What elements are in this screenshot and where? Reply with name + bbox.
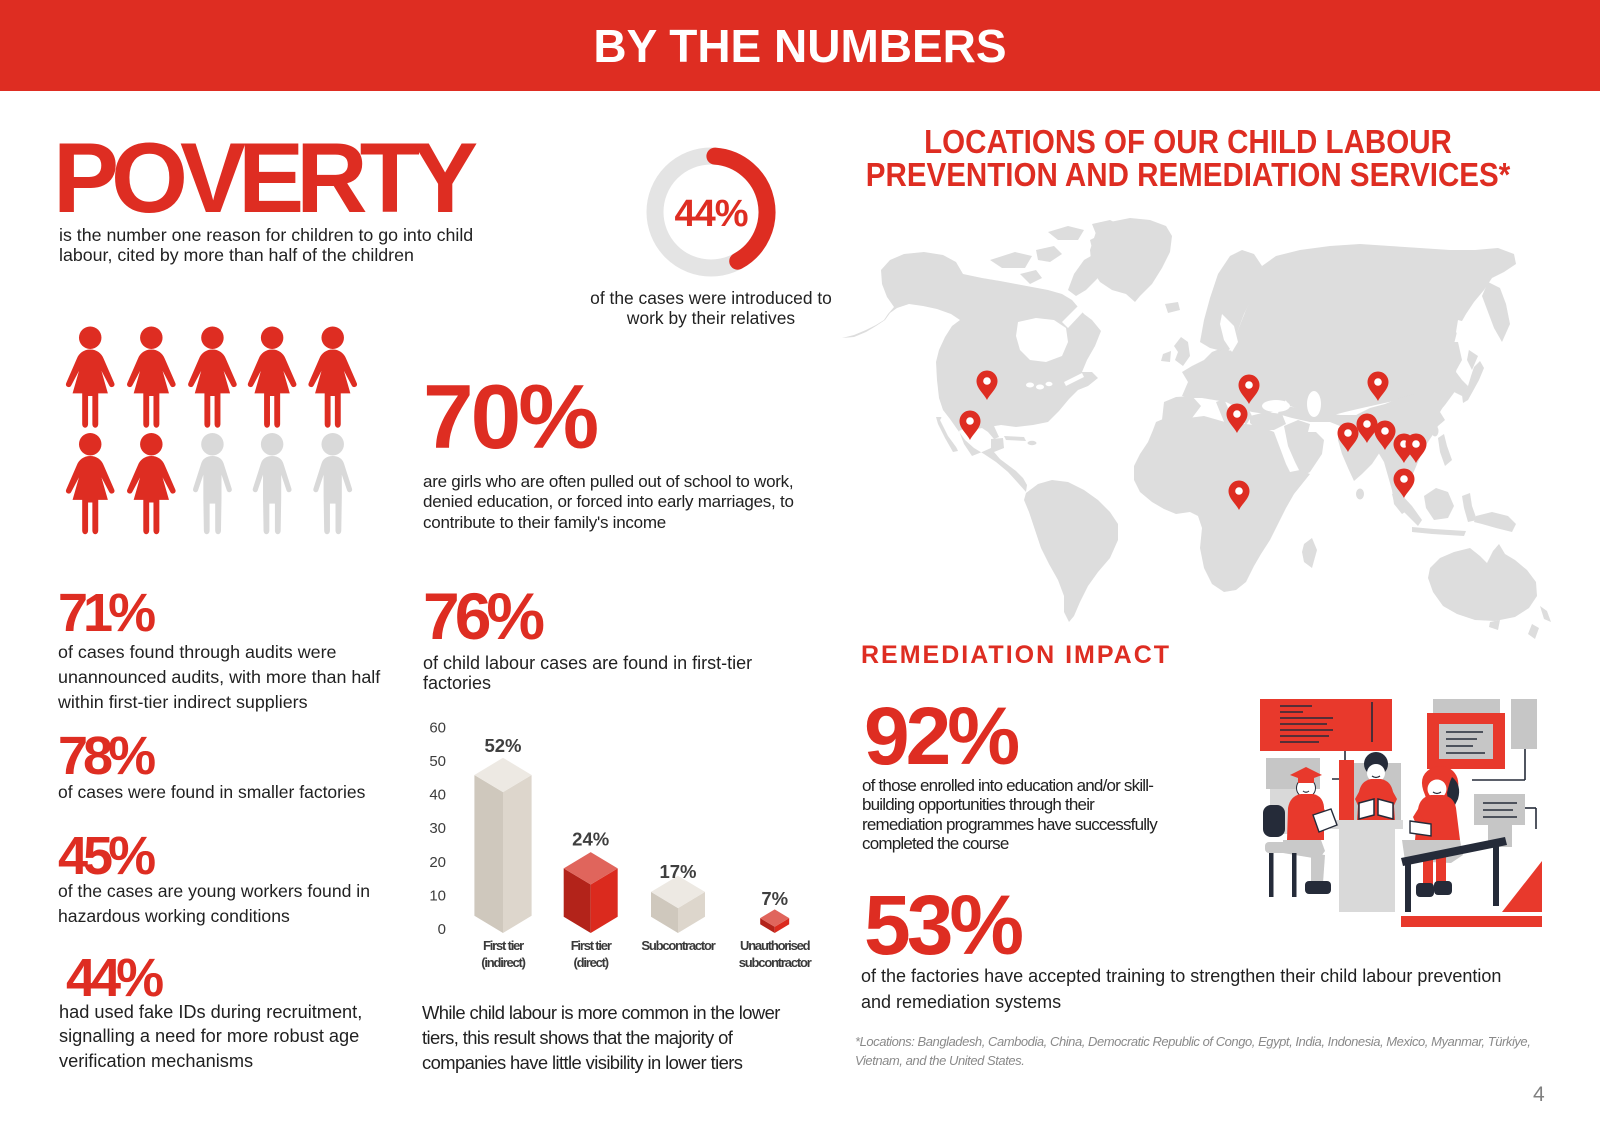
svg-text:30: 30	[429, 820, 446, 837]
svg-text:52%: 52%	[484, 735, 521, 756]
svg-text:(indirect): (indirect)	[481, 955, 525, 970]
svg-text:First tier: First tier	[571, 938, 612, 953]
svg-text:First tier: First tier	[483, 938, 524, 953]
svg-text:44%: 44%	[674, 193, 747, 235]
svg-text:subcontractor: subcontractor	[739, 955, 812, 970]
svg-text:20: 20	[429, 854, 446, 871]
svg-text:10: 10	[429, 887, 446, 904]
svg-text:60: 60	[429, 719, 446, 736]
svg-text:7%: 7%	[761, 888, 788, 909]
svg-text:Subcontractor: Subcontractor	[641, 938, 715, 953]
svg-text:0: 0	[438, 921, 446, 938]
svg-text:24%: 24%	[572, 829, 609, 850]
svg-text:50: 50	[429, 753, 446, 770]
svg-text:17%: 17%	[659, 861, 696, 882]
svg-text:Unauthorised: Unauthorised	[740, 938, 811, 953]
svg-text:40: 40	[429, 787, 446, 804]
svg-text:(direct): (direct)	[573, 955, 608, 970]
